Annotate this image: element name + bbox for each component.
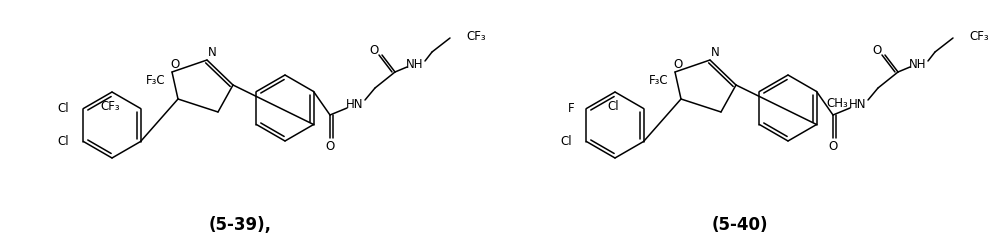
Text: (5-40): (5-40) <box>712 216 769 234</box>
Text: O: O <box>872 44 881 56</box>
Text: N: N <box>711 45 720 59</box>
Text: O: O <box>829 141 837 153</box>
Text: F: F <box>568 102 574 115</box>
Text: CF₃: CF₃ <box>100 99 120 113</box>
Text: F₃C: F₃C <box>147 75 166 88</box>
Text: Cl: Cl <box>58 102 70 115</box>
Text: HN: HN <box>346 98 364 111</box>
Text: O: O <box>325 141 335 153</box>
Text: O: O <box>170 58 179 70</box>
Text: HN: HN <box>849 98 866 111</box>
Text: O: O <box>369 44 379 56</box>
Text: Cl: Cl <box>560 135 572 148</box>
Text: F₃C: F₃C <box>649 75 669 88</box>
Text: Cl: Cl <box>58 135 70 148</box>
Text: (5-39),: (5-39), <box>208 216 271 234</box>
Text: NH: NH <box>909 59 927 71</box>
Text: CH₃: CH₃ <box>827 97 848 110</box>
Text: N: N <box>207 45 216 59</box>
Text: CF₃: CF₃ <box>466 30 486 43</box>
Text: CF₃: CF₃ <box>969 30 989 43</box>
Text: O: O <box>673 58 683 70</box>
Text: NH: NH <box>406 59 424 71</box>
Text: Cl: Cl <box>607 99 619 113</box>
